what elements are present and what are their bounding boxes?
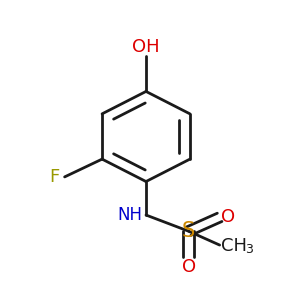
Text: OH: OH bbox=[132, 38, 160, 56]
Text: O: O bbox=[221, 208, 236, 226]
Text: O: O bbox=[182, 258, 196, 276]
Text: F: F bbox=[49, 168, 59, 186]
Text: CH: CH bbox=[221, 236, 248, 254]
Text: S: S bbox=[182, 221, 195, 241]
Text: NH: NH bbox=[117, 206, 142, 224]
Text: 3: 3 bbox=[245, 243, 253, 256]
